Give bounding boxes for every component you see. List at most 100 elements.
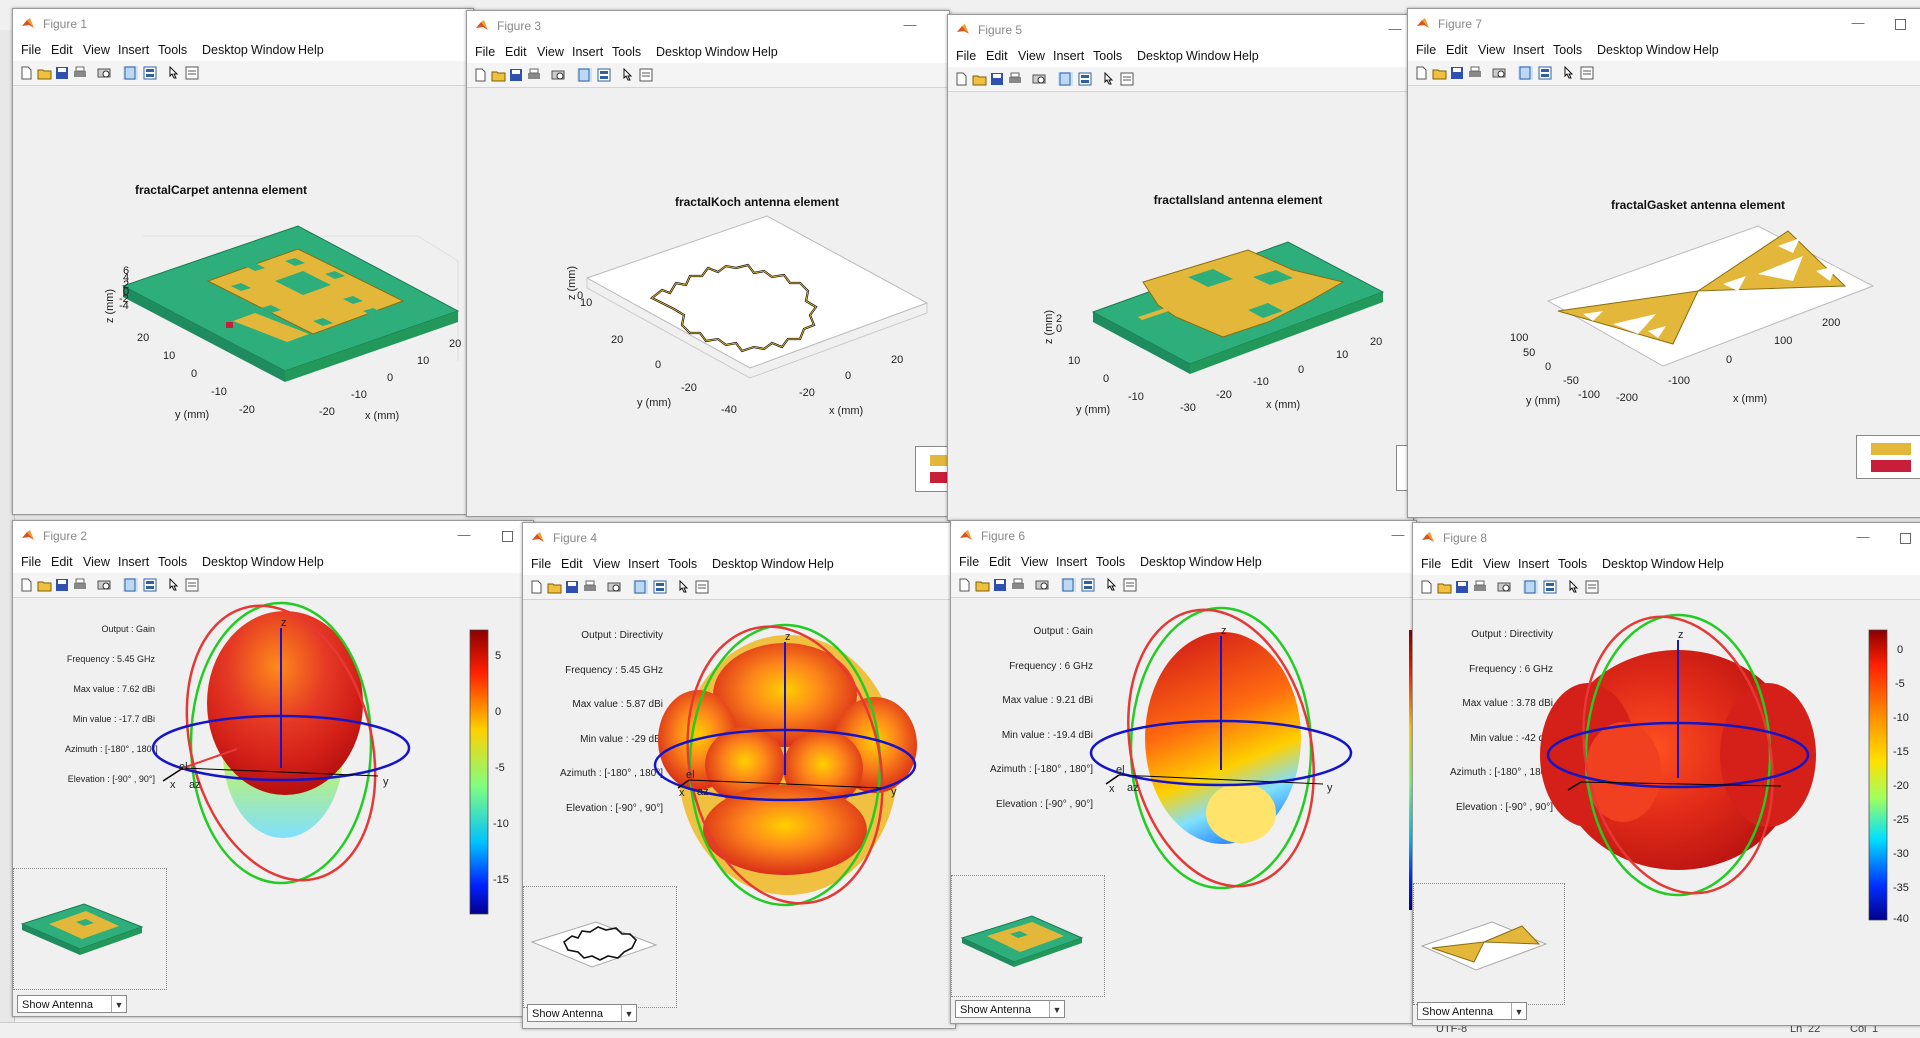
legend[interactable] <box>915 446 949 492</box>
menu-view[interactable]: View <box>1021 555 1048 569</box>
figure-1-window[interactable]: Figure 1 File Edit View Insert Tools Desktop W… <box>12 8 474 515</box>
menu-insert[interactable]: Insert <box>118 43 150 57</box>
menu-desktop[interactable]: Desktop <box>1140 555 1186 569</box>
figure-6-window[interactable]: Figure 6 — File Edit View Insert Tools Deskto… <box>950 520 1417 1024</box>
print-icon[interactable] <box>73 66 88 80</box>
title-bar[interactable]: Figure 2 — <box>13 521 533 551</box>
save-icon[interactable] <box>565 580 580 594</box>
property-editor-icon[interactable] <box>597 68 612 82</box>
figure-7-window[interactable]: Figure 7 — File Edit View Insert Tools Deskto… <box>1407 8 1920 518</box>
menu-help[interactable]: Help <box>752 45 778 59</box>
dock-icon[interactable] <box>123 66 138 80</box>
title-bar[interactable]: Figure 8 — <box>1413 523 1920 553</box>
print-preview-icon[interactable] <box>1035 578 1050 592</box>
pointer-icon[interactable] <box>621 67 636 82</box>
menu-help[interactable]: Help <box>1698 557 1724 571</box>
menu-tools[interactable]: Tools <box>1093 49 1123 63</box>
menu-tools[interactable]: Tools <box>1553 43 1583 57</box>
property-editor-icon[interactable] <box>143 66 158 80</box>
menu-tools[interactable]: Tools <box>668 557 698 571</box>
new-file-icon[interactable] <box>1419 580 1434 594</box>
print-preview-icon[interactable] <box>1492 66 1507 80</box>
open-folder-icon[interactable] <box>1432 66 1447 80</box>
menu-help[interactable]: Help <box>298 555 324 569</box>
menu-window[interactable]: Window <box>251 43 296 57</box>
menu-window[interactable]: Window <box>705 45 750 59</box>
title-bar[interactable]: Figure 6 — <box>951 521 1416 551</box>
print-icon[interactable] <box>1473 580 1488 594</box>
menu-insert[interactable]: Insert <box>118 555 150 569</box>
print-icon[interactable] <box>73 578 88 592</box>
menu-desktop[interactable]: Desktop <box>202 43 248 57</box>
print-preview-icon[interactable] <box>607 580 622 594</box>
menu-view[interactable]: View <box>593 557 620 571</box>
menu-insert[interactable]: Insert <box>572 45 604 59</box>
menu-help[interactable]: Help <box>1236 555 1262 569</box>
open-folder-icon[interactable] <box>491 68 506 82</box>
dock-icon[interactable] <box>1061 578 1076 592</box>
menu-desktop[interactable]: Desktop <box>1137 49 1183 63</box>
figure-8-window[interactable]: Figure 8 — File Edit View Insert Tools Deskto… <box>1412 522 1920 1026</box>
property-editor-icon[interactable] <box>1538 66 1553 80</box>
title-bar[interactable]: Figure 5 — <box>948 15 1413 45</box>
menu-insert[interactable]: Insert <box>1056 555 1088 569</box>
menu-help[interactable]: Help <box>1233 49 1259 63</box>
menu-window[interactable]: Window <box>1651 557 1696 571</box>
menu-file[interactable]: File <box>956 49 977 63</box>
menu-view[interactable]: View <box>83 43 110 57</box>
menu-view[interactable]: View <box>1478 43 1505 57</box>
save-icon[interactable] <box>1455 580 1470 594</box>
save-icon[interactable] <box>990 72 1005 86</box>
plot-browser-icon[interactable] <box>1580 66 1595 80</box>
menu-edit[interactable]: Edit <box>1451 557 1473 571</box>
menu-desktop[interactable]: Desktop <box>712 557 758 571</box>
minimize-button[interactable]: — <box>903 17 917 32</box>
menu-window[interactable]: Window <box>1189 555 1234 569</box>
menu-tools[interactable]: Tools <box>158 43 188 57</box>
menu-window[interactable]: Window <box>251 555 296 569</box>
menu-tools[interactable]: Tools <box>1558 557 1588 571</box>
dock-icon[interactable] <box>633 580 648 594</box>
menu-edit[interactable]: Edit <box>51 555 73 569</box>
property-editor-icon[interactable] <box>1081 578 1096 592</box>
property-editor-icon[interactable] <box>653 580 668 594</box>
menu-edit[interactable]: Edit <box>986 49 1008 63</box>
dock-icon[interactable] <box>1058 72 1073 86</box>
pointer-icon[interactable] <box>167 65 182 80</box>
menu-file[interactable]: File <box>475 45 496 59</box>
legend[interactable] <box>1856 435 1920 479</box>
plot-browser-icon[interactable] <box>639 68 654 82</box>
plot-browser-icon[interactable] <box>185 66 200 80</box>
menu-edit[interactable]: Edit <box>1446 43 1468 57</box>
menu-insert[interactable]: Insert <box>1518 557 1550 571</box>
menu-file[interactable]: File <box>959 555 980 569</box>
minimize-button[interactable]: — <box>1851 15 1865 30</box>
minimize-button[interactable]: — <box>1856 529 1870 544</box>
title-bar[interactable]: Figure 1 <box>13 9 473 39</box>
menu-window[interactable]: Window <box>1186 49 1231 63</box>
print-icon[interactable] <box>1008 72 1023 86</box>
figure-3-window[interactable]: Figure 3 — File Edit View Insert Tools Deskto… <box>466 10 950 517</box>
pointer-icon[interactable] <box>1105 577 1120 592</box>
menu-insert[interactable]: Insert <box>1053 49 1085 63</box>
menu-file[interactable]: File <box>21 555 42 569</box>
open-folder-icon[interactable] <box>1437 580 1452 594</box>
menu-desktop[interactable]: Desktop <box>1602 557 1648 571</box>
menu-window[interactable]: Window <box>1646 43 1691 57</box>
maximize-button[interactable] <box>1895 19 1906 30</box>
show-antenna-dropdown[interactable]: Show Antenna ▼ <box>17 995 127 1013</box>
title-bar[interactable]: Figure 3 — <box>467 11 949 41</box>
print-preview-icon[interactable] <box>97 66 112 80</box>
menu-window[interactable]: Window <box>761 557 806 571</box>
menu-help[interactable]: Help <box>808 557 834 571</box>
menu-file[interactable]: File <box>531 557 552 571</box>
dock-icon[interactable] <box>1518 66 1533 80</box>
menu-tools[interactable]: Tools <box>1096 555 1126 569</box>
new-file-icon[interactable] <box>957 578 972 592</box>
print-icon[interactable] <box>527 68 542 82</box>
plot-browser-icon[interactable] <box>185 578 200 592</box>
new-file-icon[interactable] <box>954 72 969 86</box>
property-editor-icon[interactable] <box>1543 580 1558 594</box>
figure-2-window[interactable]: Figure 2 — File Edit View Insert Tools Deskto… <box>12 520 534 1017</box>
menu-desktop[interactable]: Desktop <box>656 45 702 59</box>
